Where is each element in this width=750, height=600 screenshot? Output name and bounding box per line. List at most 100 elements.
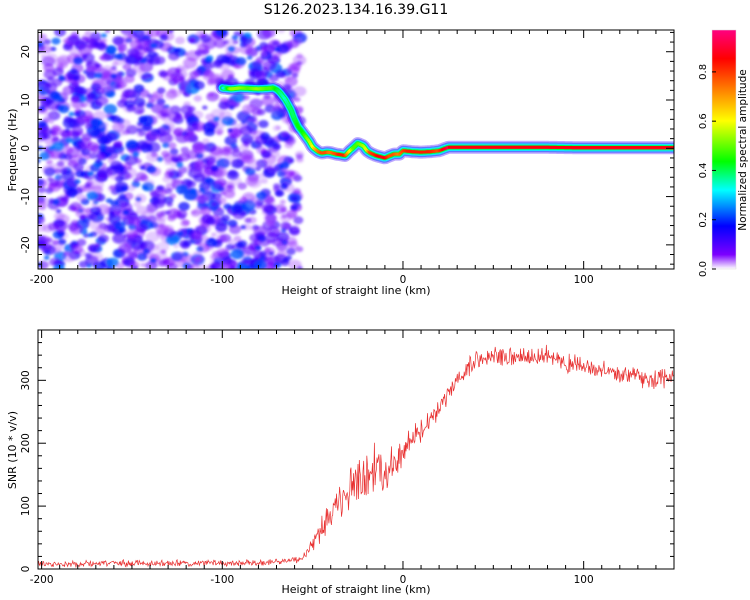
noise-blob — [38, 33, 47, 41]
noise-blob — [105, 131, 118, 142]
noise-blob — [75, 40, 85, 48]
noise-blob — [230, 249, 244, 260]
noise-blob — [212, 181, 224, 190]
noise-blob — [251, 107, 263, 116]
noise-blob — [279, 199, 286, 205]
noise-blob — [86, 70, 98, 80]
noise-blob — [89, 220, 103, 231]
noise-blob — [124, 155, 138, 166]
noise-blob — [231, 93, 238, 99]
noise-blob — [159, 34, 169, 41]
noise-blob — [100, 53, 112, 62]
noise-blob — [51, 78, 63, 87]
noise-blob — [156, 212, 164, 218]
noise-blob — [101, 65, 113, 74]
noise-blob — [206, 91, 220, 102]
noise-blob — [149, 189, 158, 196]
noise-blob — [132, 151, 140, 157]
noise-blob — [193, 95, 202, 102]
noise-blob — [122, 209, 130, 216]
noise-blob — [280, 221, 291, 230]
noise-blob — [227, 128, 233, 133]
noise-blob — [186, 264, 195, 269]
noise-blob — [133, 97, 146, 107]
colorbar-tick-label: 0.6 — [698, 113, 709, 129]
noise-blob — [210, 165, 219, 172]
x-tick-label: -100 — [210, 274, 234, 286]
noise-blob — [53, 212, 65, 221]
noise-blob — [38, 41, 44, 48]
noise-blob — [281, 131, 290, 138]
noise-blob — [146, 165, 157, 174]
noise-blob — [90, 117, 103, 128]
noise-blob — [217, 197, 227, 205]
x-tick-label: -200 — [30, 574, 54, 586]
noise-blob — [146, 93, 153, 99]
colorbar-tick-label: 0.8 — [698, 64, 709, 80]
noise-blob — [62, 117, 77, 129]
noise-blob — [249, 176, 259, 184]
noise-blob — [265, 219, 274, 226]
noise-blob — [273, 183, 281, 189]
noise-blob — [286, 209, 298, 219]
noise-blob — [176, 162, 184, 168]
y-tick-label: -20 — [20, 236, 32, 253]
noise-blob — [273, 46, 282, 53]
noise-blob — [187, 122, 199, 131]
noise-blob — [260, 178, 268, 184]
noise-blob — [255, 191, 267, 200]
noise-blob — [174, 47, 181, 54]
noise-blob — [42, 165, 55, 175]
noise-blob — [232, 204, 243, 213]
noise-blob — [135, 223, 148, 233]
noise-blob — [254, 245, 262, 251]
noise-blob — [215, 30, 228, 37]
noise-blob — [75, 210, 82, 215]
noise-blob — [276, 231, 290, 242]
noise-blob — [287, 170, 300, 181]
noise-blob — [175, 171, 184, 178]
noise-blob — [43, 255, 50, 260]
noise-blob — [205, 113, 215, 121]
noise-blob — [244, 217, 252, 223]
noise-blob — [62, 251, 76, 263]
noise-blob — [210, 145, 223, 156]
noise-blob — [235, 57, 247, 66]
noise-blob — [281, 84, 292, 92]
noise-blob — [103, 104, 118, 115]
noise-blob — [148, 243, 159, 252]
noise-blob — [244, 47, 253, 54]
y-tick-label: 20 — [20, 45, 32, 58]
frequency-ridge — [215, 81, 674, 165]
noise-blob — [270, 107, 282, 116]
noise-blob — [63, 153, 73, 160]
noise-blob — [70, 244, 84, 254]
noise-blob — [112, 36, 125, 45]
noise-blob — [276, 250, 287, 259]
noise-blob — [283, 257, 290, 263]
noise-blob — [38, 195, 49, 205]
noise-blob — [239, 125, 253, 136]
noise-blob — [86, 125, 101, 137]
y-tick-label: 100 — [20, 496, 32, 516]
noise-blob — [161, 116, 169, 123]
colorbar-tick-label: 0.4 — [698, 162, 709, 178]
noise-blob — [137, 37, 145, 43]
noise-blob — [168, 51, 180, 61]
noise-blob — [237, 182, 247, 190]
noise-blob — [234, 63, 241, 69]
noise-blob — [87, 245, 97, 252]
noise-blob — [209, 75, 221, 84]
noise-blob — [167, 142, 177, 149]
noise-cloud — [38, 30, 307, 269]
noise-blob — [82, 53, 95, 63]
noise-blob — [221, 148, 232, 156]
noise-blob — [163, 196, 174, 205]
noise-blob — [239, 196, 248, 204]
noise-blob — [276, 30, 286, 34]
noise-blob — [95, 87, 105, 95]
noise-blob — [141, 74, 148, 80]
noise-blob — [161, 71, 175, 81]
noise-blob — [295, 156, 304, 163]
noise-blob — [80, 102, 88, 108]
